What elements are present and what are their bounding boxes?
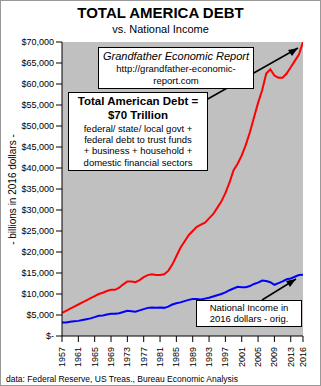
html-text:+ business + household +: + business + household + [83,145,193,157]
svg-text:$25,000: $25,000 [21,226,54,236]
svg-text:$35,000: $35,000 [21,184,54,194]
svg-text:1957: 1957 [57,347,67,367]
svg-text:1969: 1969 [106,347,116,367]
html-text:Total American Debt =: Total American Debt = [77,95,199,107]
svg-text:2016: 2016 [298,347,308,367]
html-text:$70 Trillion: $70 Trillion [108,108,168,121]
svg-text:1981: 1981 [155,347,165,367]
svg-text:1977: 1977 [139,347,149,367]
html-text:data: Federal Reserve, US Trea: data: Federal Reserve, US Treas., Bureau… [6,374,238,384]
svg-text:2001: 2001 [237,347,247,367]
svg-text:2009: 2009 [269,347,279,367]
html-text:Grandfather Economic Report: Grandfather Economic Report [102,50,250,62]
svg-text:1961: 1961 [73,347,83,367]
svg-text:$65,000: $65,000 [21,58,54,68]
html-text:2016 dollars - orig.: 2016 dollars - orig. [209,313,289,325]
svg-text:$40,000: $40,000 [21,163,54,173]
svg-text:$55,000: $55,000 [21,100,54,110]
svg-text:1989: 1989 [188,347,198,367]
html-text:National Income in: National Income in [209,302,289,313]
svg-text:1997: 1997 [220,347,230,367]
html-text:federal/ state/ local govt +: federal/ state/ local govt + [83,122,193,134]
svg-text:$50,000: $50,000 [21,121,54,131]
html-text:domestic financial sectors: domestic financial sectors [83,156,193,168]
svg-text:$45,000: $45,000 [21,142,54,152]
svg-text:2005: 2005 [253,347,263,367]
svg-text:$60,000: $60,000 [21,79,54,89]
svg-text:1985: 1985 [171,347,181,367]
html-text:federal debt to trust funds: federal debt to trust funds [84,134,192,145]
svg-text:$20,000: $20,000 [21,247,54,257]
svg-text:1993: 1993 [204,347,214,367]
html-text:- billions in 2016 dollars -: - billions in 2016 dollars - [6,134,18,245]
svg-text:$10,000: $10,000 [21,289,54,299]
svg-text:1965: 1965 [90,347,100,367]
svg-text:2013: 2013 [286,347,296,367]
svg-text:1973: 1973 [122,347,132,367]
html-text:TOTAL AMERICA DEBT: TOTAL AMERICA DEBT [77,4,244,21]
html-text:http://grandfather-economic-re: http://grandfather-economic-report.com [116,63,236,86]
svg-text:$-: $- [46,331,54,341]
svg-text:$15,000: $15,000 [21,268,54,278]
svg-text:$30,000: $30,000 [21,205,54,215]
svg-text:$70,000: $70,000 [21,37,54,47]
html-text:vs. National Income: vs. National Income [112,23,209,35]
svg-text:$5,000: $5,000 [26,310,54,320]
